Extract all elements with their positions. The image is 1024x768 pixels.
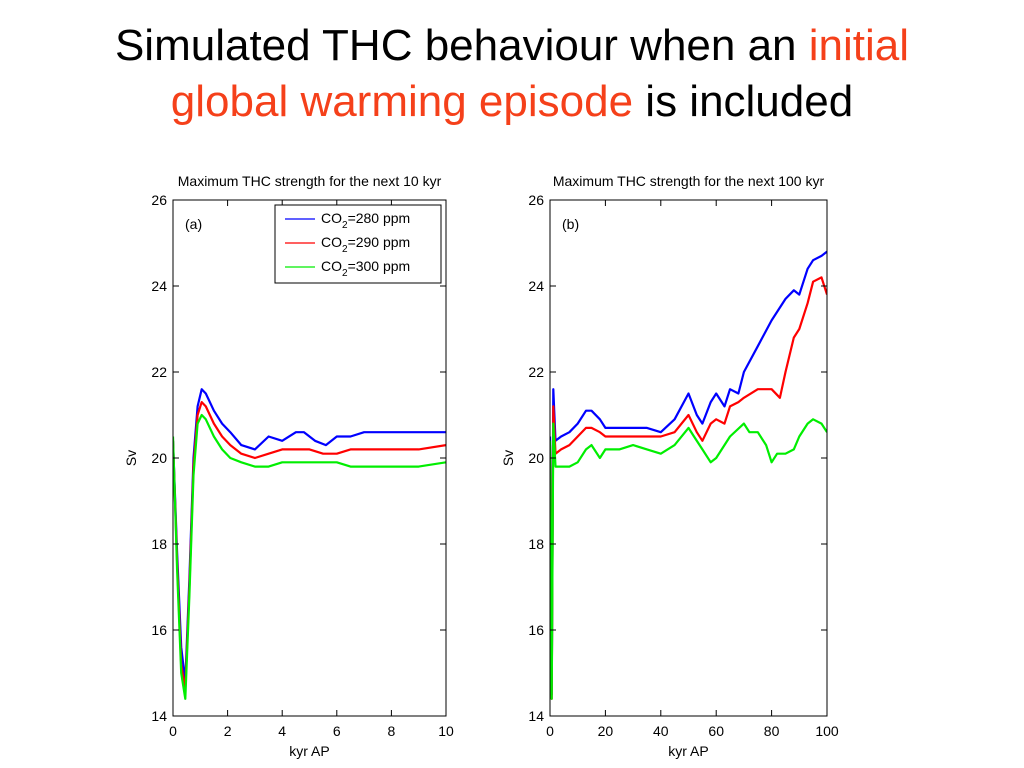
y-tick-label-a-4: 22 [151, 364, 167, 380]
x-tick-label-a-3: 6 [333, 723, 341, 739]
y-tick-label-b-3: 20 [528, 450, 544, 466]
legend-label-sub-a-2: 2 [342, 268, 348, 279]
legend-label-a-1: CO2=290 ppm [321, 234, 410, 255]
x-tick-label-b-2: 40 [653, 723, 669, 739]
x-tick-label-b-4: 80 [764, 723, 780, 739]
chart-series-line-a-1 [173, 401, 446, 692]
legend-label-a-2: CO2=300 ppm [321, 258, 410, 279]
x-tick-label-a-4: 8 [388, 723, 396, 739]
y-axis-label-b: Sv [500, 450, 516, 466]
x-tick-label-a-5: 10 [438, 723, 454, 739]
y-tick-label-a-1: 16 [151, 622, 167, 638]
legend-label-a-0: CO2=280 ppm [321, 210, 410, 231]
y-tick-label-a-2: 18 [151, 536, 167, 552]
y-axis-label-a: Sv [123, 450, 139, 466]
legend-label-sub-a-1: 2 [342, 244, 348, 255]
y-tick-label-b-4: 22 [528, 364, 544, 380]
chart-legend-box-a [274, 204, 442, 284]
chart-series-line-b-1 [550, 276, 827, 700]
legend-label-base-a-2: CO [321, 258, 342, 274]
panel-label-a: (a) [185, 216, 202, 232]
x-tick-label-a-2: 4 [278, 723, 286, 739]
y-tick-label-a-6: 26 [151, 192, 167, 208]
y-tick-label-a-0: 14 [151, 708, 167, 724]
x-tick-label-b-0: 0 [546, 723, 554, 739]
slide-title-line-2: global warming episode is included [0, 74, 1024, 130]
legend-label-sub-a-0: 2 [342, 220, 348, 231]
chart-series-line-b-0 [550, 250, 827, 696]
x-tick-label-b-5: 100 [815, 723, 839, 739]
legend-label-base-a-1: CO [321, 234, 342, 250]
slide-title: Simulated THC behaviour when an initial … [0, 18, 1024, 130]
y-tick-label-b-1: 16 [528, 622, 544, 638]
chart-frame-b [549, 199, 828, 717]
slide-title-highlight-episode: global warming episode [170, 77, 634, 126]
slide-title-line-1: Simulated THC behaviour when an initial [0, 18, 1024, 74]
x-tick-label-b-1: 20 [598, 723, 614, 739]
y-tick-label-a-5: 24 [151, 278, 167, 294]
slide-title-prefix: Simulated THC behaviour when an [114, 21, 809, 70]
chart-series-line-a-2 [173, 413, 446, 700]
y-tick-label-a-3: 20 [151, 450, 167, 466]
chart-series-line-a-0 [173, 388, 446, 683]
x-tick-label-a-1: 2 [224, 723, 232, 739]
slide-title-highlight-initial: initial [808, 21, 910, 70]
y-tick-label-b-5: 24 [528, 278, 544, 294]
legend-label-rest-a-0: =280 ppm [348, 210, 411, 226]
chart-series-line-b-2 [550, 418, 827, 700]
y-tick-label-b-6: 26 [528, 192, 544, 208]
y-tick-label-b-0: 14 [528, 708, 544, 724]
x-axis-label-a: kyr AP [289, 743, 329, 759]
x-axis-label-b: kyr AP [668, 743, 708, 759]
panel-label-b: (b) [562, 216, 579, 232]
y-tick-label-b-2: 18 [528, 536, 544, 552]
legend-label-base-a-0: CO [321, 210, 342, 226]
legend-label-rest-a-2: =300 ppm [348, 258, 411, 274]
chart-series-group-b [550, 250, 827, 700]
slide-title-suffix: is included [633, 77, 854, 126]
chart-title-b: Maximum THC strength for the next 100 ky… [553, 173, 825, 189]
x-tick-label-a-0: 0 [169, 723, 177, 739]
chart-panel-b: 0 20 40 60 80 100 14 16 18 20 22 24 26 Maximum THC st… [500, 173, 839, 759]
legend-label-rest-a-1: =290 ppm [348, 234, 411, 250]
chart-title-a: Maximum THC strength for the next 10 kyr [178, 173, 442, 189]
x-tick-label-b-3: 60 [708, 723, 724, 739]
chart-series-group-a [173, 388, 446, 700]
